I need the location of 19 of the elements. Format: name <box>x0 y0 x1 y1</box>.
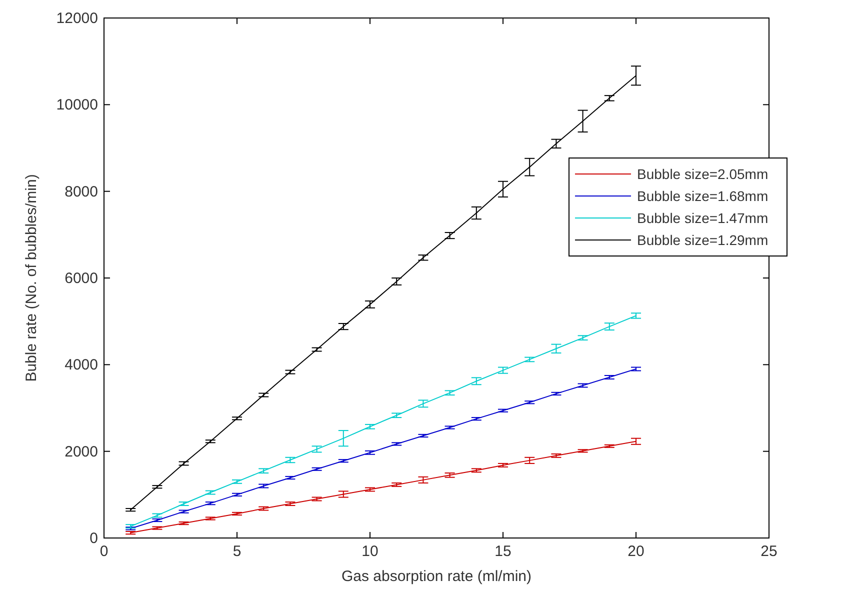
y-tick-label: 6000 <box>64 270 98 287</box>
x-tick-label: 15 <box>494 543 512 560</box>
x-axis-title: Gas absorption rate (ml/min) <box>341 568 532 585</box>
legend-label: Bubble size=1.29mm <box>637 232 768 248</box>
x-tick-label: 25 <box>760 543 778 560</box>
legend-label: Bubble size=1.47mm <box>637 210 768 226</box>
x-tick-label: 20 <box>628 543 644 560</box>
y-tick-label: 4000 <box>64 356 98 374</box>
x-tick-label: 10 <box>362 543 378 560</box>
legend-label: Bubble size=2.05mm <box>637 166 768 182</box>
x-tick-label: 5 <box>232 543 242 560</box>
y-tick-label: 10000 <box>56 96 98 114</box>
y-tick-label: 2000 <box>64 443 98 460</box>
y-tick-label: 0 <box>90 530 98 547</box>
y-axis-title: Buble rate (No. of bubbles/min) <box>23 174 40 382</box>
y-tick-label: 8000 <box>64 183 98 200</box>
x-tick-label: 0 <box>100 543 108 560</box>
legend-label: Bubble size=1.68mm <box>637 188 768 204</box>
y-tick-label: 12000 <box>56 10 98 27</box>
